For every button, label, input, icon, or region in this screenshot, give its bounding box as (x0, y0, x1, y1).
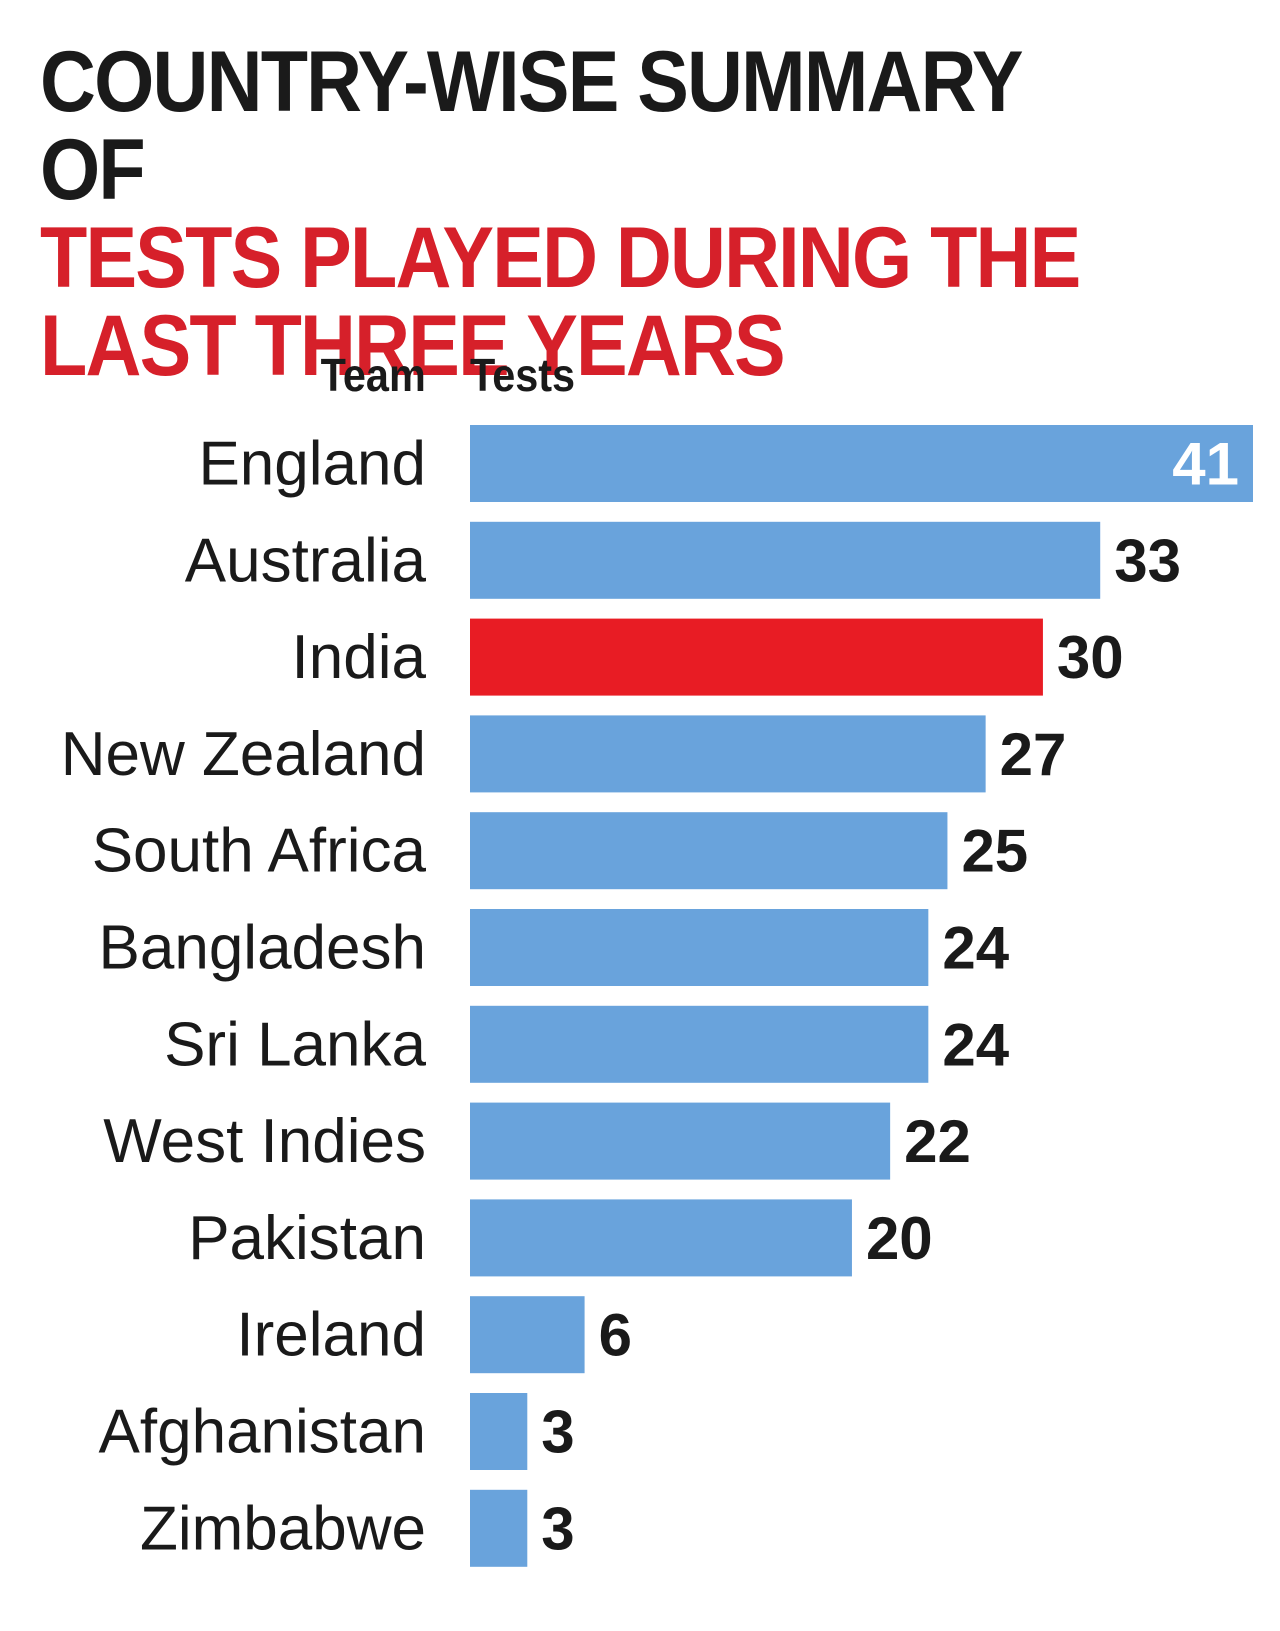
value-label-ireland: 6 (599, 1302, 632, 1369)
team-label-pakistan: Pakistan (188, 1204, 426, 1273)
team-label-england: England (198, 430, 426, 499)
chart-title: COUNTRY-WISE SUMMARY OF TESTS PLAYED DUR… (40, 38, 1138, 390)
team-label-bangladesh: Bangladesh (99, 914, 427, 983)
value-label-sri-lanka: 24 (942, 1011, 1009, 1078)
team-label-afghanistan: Afghanistan (99, 1398, 426, 1467)
value-label-south-africa: 25 (961, 818, 1028, 885)
team-label-south-africa: South Africa (92, 817, 427, 886)
bar-zimbabwe (470, 1489, 528, 1567)
team-label-india: India (292, 623, 427, 692)
value-label-pakistan: 20 (866, 1205, 933, 1272)
value-label-new-zealand: 27 (1000, 721, 1067, 788)
bar-australia (470, 521, 1101, 599)
tests-column-header: Tests (470, 349, 576, 401)
team-label-australia: Australia (185, 526, 427, 595)
value-label-zimbabwe: 3 (541, 1495, 574, 1562)
team-column-header: Team (320, 349, 426, 401)
value-label-australia: 33 (1114, 527, 1181, 594)
title-line-1: COUNTRY-WISE SUMMARY OF (40, 34, 1022, 218)
value-label-afghanistan: 3 (541, 1399, 574, 1466)
value-label-india: 30 (1057, 624, 1124, 691)
team-label-sri-lanka: Sri Lanka (164, 1010, 426, 1079)
team-label-ireland: Ireland (236, 1301, 426, 1370)
bar-south-africa (470, 812, 948, 890)
value-label-west-indies: 22 (904, 1108, 971, 1175)
bar-new-zealand (470, 715, 986, 793)
team-label-new-zealand: New Zealand (61, 720, 426, 789)
bar-sri-lanka (470, 1005, 929, 1083)
column-header-row: Team Tests (0, 348, 1280, 408)
bar-england (470, 425, 1253, 502)
title-line-3: LAST THREE YEARS (40, 298, 786, 394)
bar-ireland (470, 1296, 585, 1374)
bar-afghanistan (470, 1393, 528, 1470)
bar-pakistan (470, 1199, 852, 1277)
bar-west-indies (470, 1102, 891, 1180)
team-label-west-indies: West Indies (103, 1107, 426, 1176)
team-label-zimbabwe: Zimbabwe (140, 1494, 426, 1563)
value-label-bangladesh: 24 (942, 915, 1009, 982)
bar-bangladesh (470, 909, 929, 986)
bar-india (470, 618, 1043, 696)
title-line-2: TESTS PLAYED DURING THE (40, 210, 1081, 306)
value-label-england: 41 (1172, 431, 1239, 498)
